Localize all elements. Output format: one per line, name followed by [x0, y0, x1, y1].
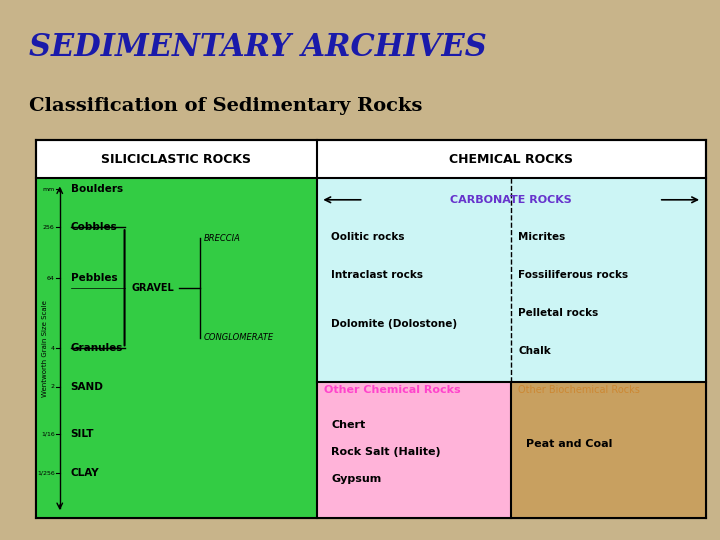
Text: Classification of Sedimentary Rocks: Classification of Sedimentary Rocks — [29, 97, 422, 115]
Text: Peat and Coal: Peat and Coal — [526, 439, 612, 449]
Text: Pelletal rocks: Pelletal rocks — [518, 308, 598, 318]
Text: Micrites: Micrites — [518, 232, 566, 242]
Text: GRAVEL: GRAVEL — [132, 283, 174, 293]
Text: Wentworth Grain Size Scale: Wentworth Grain Size Scale — [42, 300, 48, 397]
Text: BRECCIA: BRECCIA — [204, 233, 240, 242]
Text: Chert: Chert — [331, 420, 366, 430]
Text: SILT: SILT — [71, 429, 94, 440]
Text: Other Chemical Rocks: Other Chemical Rocks — [324, 385, 461, 395]
Text: SEDIMENTARY ARCHIVES: SEDIMENTARY ARCHIVES — [29, 32, 487, 63]
FancyBboxPatch shape — [511, 382, 706, 518]
Text: Oolitic rocks: Oolitic rocks — [331, 232, 405, 242]
Text: CONGLOMERATE: CONGLOMERATE — [204, 333, 274, 342]
Text: Fossiliferous rocks: Fossiliferous rocks — [518, 270, 629, 280]
Text: CARBONATE ROCKS: CARBONATE ROCKS — [450, 195, 572, 205]
FancyBboxPatch shape — [36, 140, 706, 518]
FancyBboxPatch shape — [317, 382, 511, 518]
Text: Chalk: Chalk — [518, 346, 551, 356]
Text: Boulders: Boulders — [71, 184, 122, 194]
Text: Dolomite (Dolostone): Dolomite (Dolostone) — [331, 319, 457, 329]
Text: Pebbles: Pebbles — [71, 273, 117, 283]
Text: SAND: SAND — [71, 382, 104, 392]
FancyBboxPatch shape — [317, 178, 706, 382]
Text: 64: 64 — [47, 276, 55, 281]
Text: SILICICLASTIC ROCKS: SILICICLASTIC ROCKS — [102, 153, 251, 166]
Text: mm: mm — [42, 186, 55, 192]
Text: Other Biochemical Rocks: Other Biochemical Rocks — [518, 385, 640, 395]
Text: Gypsum: Gypsum — [331, 474, 382, 484]
Text: CHEMICAL ROCKS: CHEMICAL ROCKS — [449, 153, 573, 166]
Text: Granules: Granules — [71, 343, 123, 353]
Text: 2: 2 — [50, 384, 55, 389]
Text: Rock Salt (Halite): Rock Salt (Halite) — [331, 447, 441, 457]
Text: 1/256: 1/256 — [37, 470, 55, 475]
FancyBboxPatch shape — [36, 178, 317, 518]
Text: Cobbles: Cobbles — [71, 222, 117, 232]
Text: Intraclast rocks: Intraclast rocks — [331, 270, 423, 280]
Text: 1/16: 1/16 — [41, 432, 55, 437]
Text: CLAY: CLAY — [71, 468, 99, 477]
Text: 4: 4 — [50, 346, 55, 351]
Text: 256: 256 — [43, 225, 55, 230]
